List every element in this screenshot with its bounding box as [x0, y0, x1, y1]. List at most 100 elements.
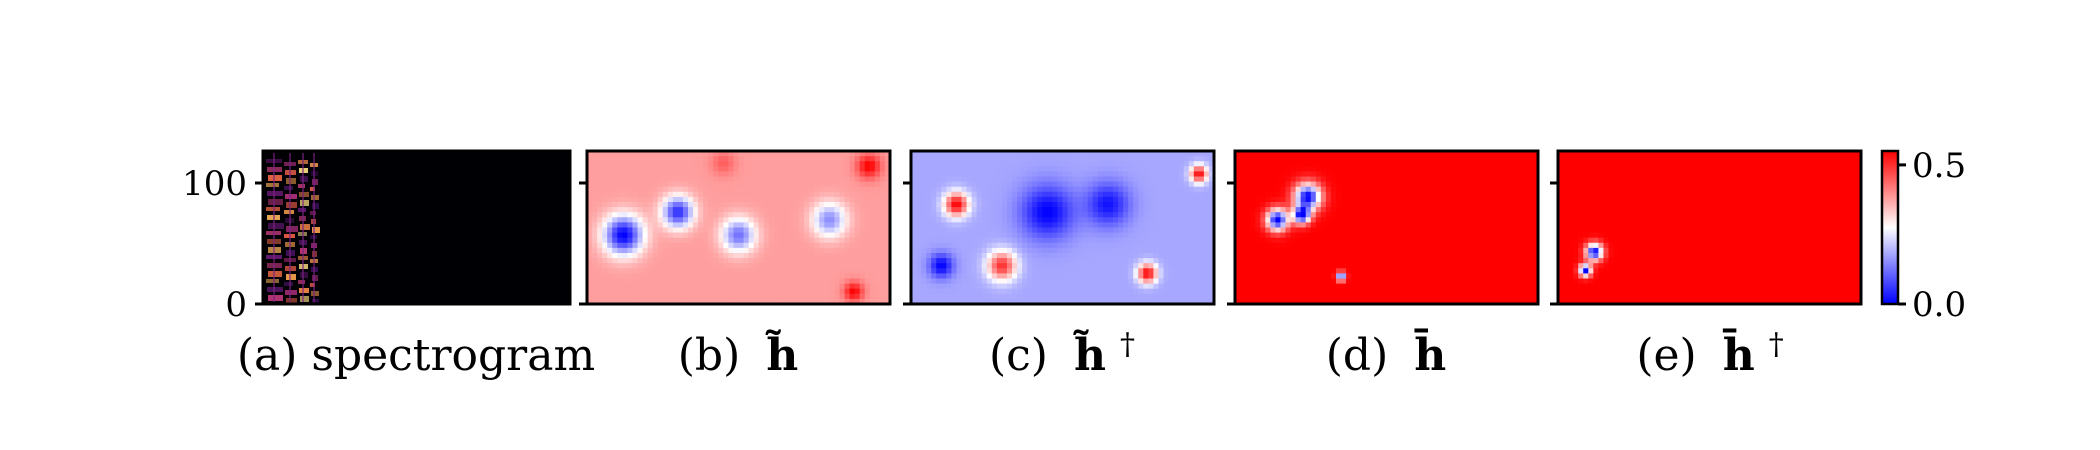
heatmap-cell [1527, 212, 1534, 218]
heatmap-cell [1502, 186, 1509, 193]
heatmap-cell [1163, 166, 1170, 172]
heatmap-cell [592, 212, 598, 218]
heatmap-cell [789, 161, 795, 167]
heatmap-cell [738, 263, 745, 269]
heatmap-cell [911, 268, 917, 274]
heatmap-cell [1082, 171, 1089, 178]
heatmap-cell [592, 288, 598, 295]
heatmap-cell [733, 268, 740, 274]
heatmap-cell [834, 253, 841, 259]
heatmap-cell [597, 298, 603, 305]
heatmap-cell [926, 202, 932, 208]
heatmap-cell [1077, 273, 1084, 280]
heatmap-cell [662, 298, 669, 305]
heatmap-cell [778, 278, 785, 285]
heatmap-cell [809, 227, 815, 234]
heatmap-cell [1351, 217, 1357, 223]
heatmap-cell [1381, 237, 1388, 244]
heatmap-cell [763, 171, 770, 178]
heatmap-cell [1158, 181, 1165, 188]
heatmap-cell [1315, 196, 1322, 203]
heatmap-cell [622, 237, 628, 244]
heatmap-cell [956, 207, 963, 213]
heatmap-cell [1356, 247, 1362, 254]
heatmap-cell [728, 288, 735, 295]
heatmap-cell [991, 273, 998, 280]
heatmap-cell [824, 278, 830, 285]
heatmap-cell [713, 278, 719, 285]
heatmap-cell [864, 151, 871, 157]
heatmap-cell [612, 242, 618, 249]
heatmap-cell [657, 156, 664, 162]
heatmap-cell [1087, 222, 1094, 229]
heatmap-cell [1250, 166, 1256, 172]
heatmap-cell [753, 151, 760, 157]
heatmap-cell [688, 156, 694, 162]
heatmap-cell [1158, 191, 1165, 198]
heatmap-cell [587, 212, 593, 218]
heatmap-cell [839, 207, 846, 213]
heatmap-cell [996, 293, 1003, 300]
heatmap-cell [1118, 232, 1124, 239]
heatmap-cell [1300, 237, 1307, 244]
heatmap-cell [718, 273, 724, 280]
heatmap-cell [874, 283, 881, 290]
heatmap-cell [1376, 227, 1383, 234]
heatmap-cell [966, 273, 973, 280]
heatmap-cell [1077, 247, 1084, 254]
heatmap-cell [773, 273, 780, 280]
heatmap-cell [834, 151, 841, 157]
heatmap-cell [1042, 237, 1048, 244]
heatmap-cell [1072, 222, 1079, 229]
heatmap-cell [1290, 186, 1297, 193]
heatmap-cell [1057, 288, 1064, 295]
heatmap-cell [773, 202, 780, 208]
heatmap-cell [854, 232, 861, 239]
heatmap-cell [1426, 156, 1433, 162]
heatmap-cell [1047, 171, 1053, 178]
heatmap-cell [1128, 212, 1134, 218]
heatmap-cell [632, 283, 639, 290]
heatmap-cell [936, 202, 942, 208]
heatmap-cell [804, 202, 810, 208]
heatmap-cell [1107, 202, 1114, 208]
heatmap-cell [773, 196, 780, 203]
heatmap-cell [768, 151, 775, 157]
heatmap-cell [768, 268, 775, 274]
heatmap-cell [1097, 258, 1104, 264]
heatmap-cell [637, 212, 644, 218]
heatmap-cell [956, 151, 963, 157]
heatmap-cell [1502, 207, 1509, 213]
heatmap-cell [986, 156, 993, 162]
heatmap-cell [1072, 207, 1079, 213]
heatmap-cell [1001, 258, 1008, 264]
heatmap-cell [1492, 242, 1499, 249]
heatmap-cell [647, 268, 654, 274]
heatmap-cell [1512, 242, 1519, 249]
heatmap-cell [733, 171, 740, 178]
heatmap-cell [1158, 222, 1165, 229]
heatmap-cell [1057, 186, 1064, 193]
heatmap-cell [662, 207, 669, 213]
heatmap-cell [1391, 258, 1398, 264]
heatmap-cell [592, 151, 598, 157]
heatmap-cell [612, 268, 618, 274]
heatmap-cell [839, 217, 846, 223]
heatmap-cell [698, 196, 704, 203]
heatmap-cell [783, 232, 790, 239]
heatmap-cell [1411, 222, 1418, 229]
heatmap-cell [884, 196, 891, 203]
heatmap-cell [1163, 263, 1170, 269]
heatmap-cell [1492, 207, 1499, 213]
heatmap-cell [961, 217, 968, 223]
heatmap-cell [854, 166, 861, 172]
heatmap-cell [657, 212, 664, 218]
heatmap-cell [1290, 166, 1297, 172]
heatmap-cell [1163, 156, 1170, 162]
heatmap-cell [1062, 253, 1069, 259]
heatmap-cell [657, 273, 664, 280]
heatmap-cell [844, 298, 851, 305]
heatmap-cell [829, 181, 836, 188]
heatmap-cell [1143, 186, 1149, 193]
heatmap-cell [652, 207, 659, 213]
